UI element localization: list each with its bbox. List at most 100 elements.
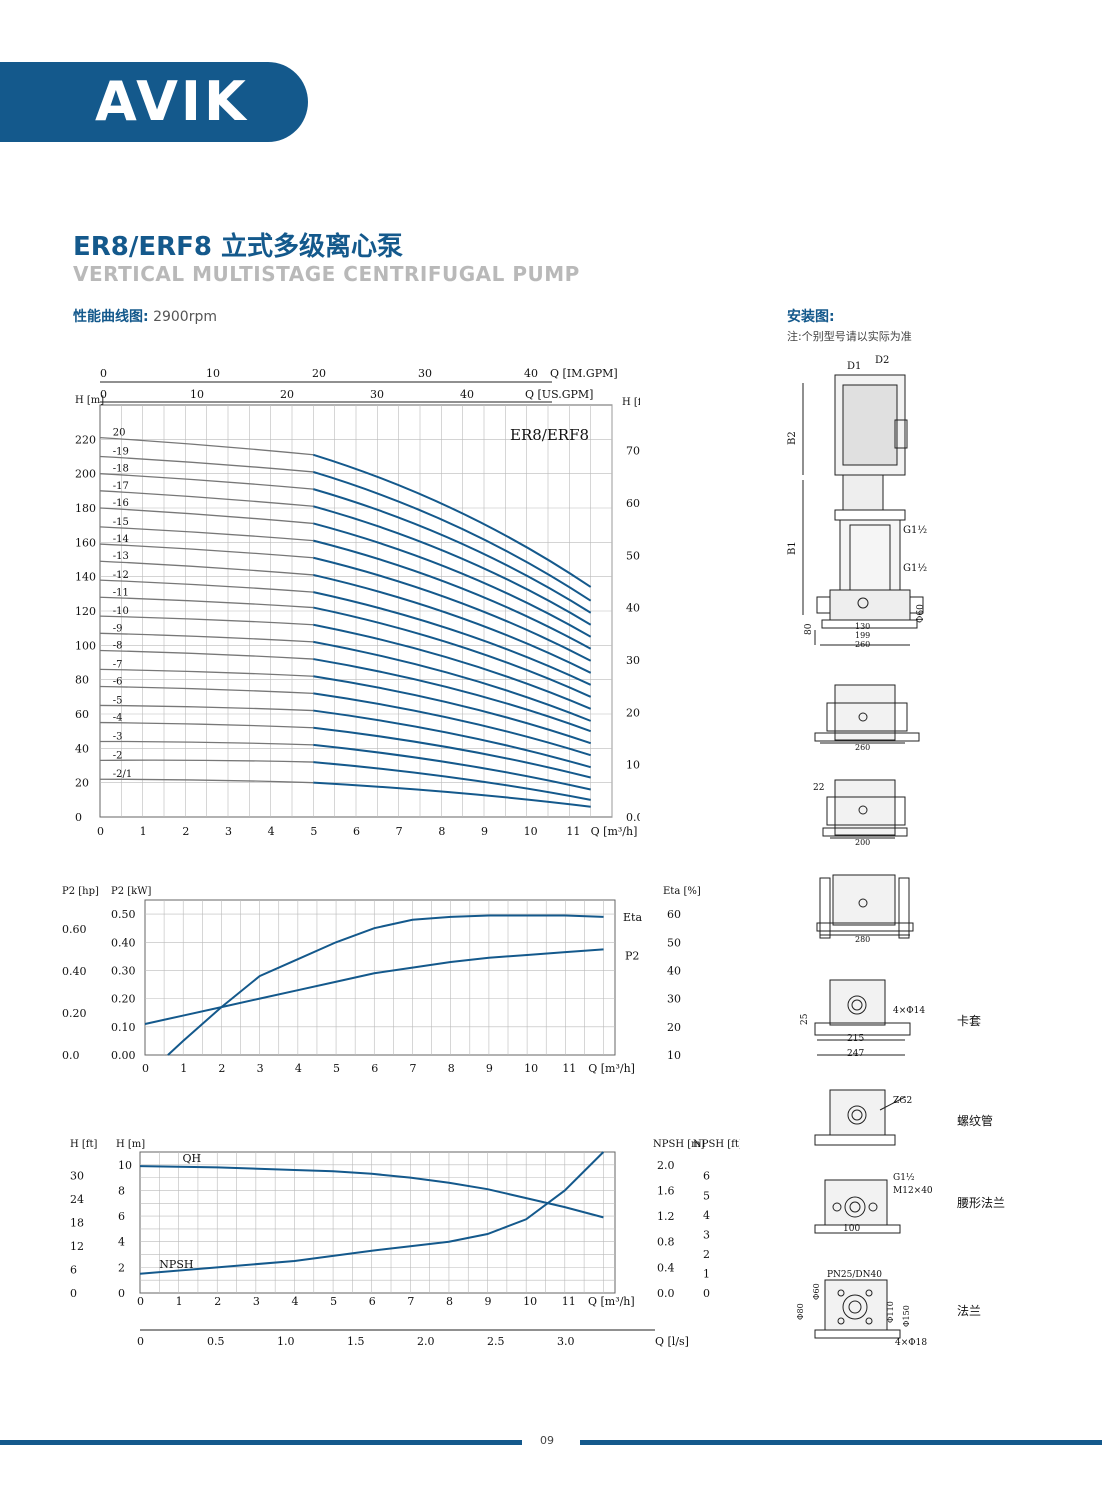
plot-frame [139,1151,616,1294]
x-tick: 7 [396,825,403,838]
curve-heading: 性能曲线图: 2900rpm [73,306,217,326]
head-curve-grey [99,507,314,525]
dim-h80: 80 [804,623,814,635]
npshft-tick: 5 [703,1189,710,1202]
stage-label: 20 [113,428,126,439]
x-tick: 10 [524,1062,538,1075]
head-curve-grey [99,704,314,712]
head-curve-blue [313,658,592,733]
x-tick: 5 [330,1295,337,1308]
x-tick: 8 [438,825,445,838]
kw-label: P2 [kW] [111,886,152,897]
x-tick: 0 [142,1062,149,1075]
kw-tick: 0.50 [111,908,136,921]
stage-label: -10 [113,606,129,617]
power-chart-plot: 0 1 2 3 4 5 6 7 8 9 10 11 Q [m³/h] 0.00 0.10 0.20 0.30 0.… [62,886,700,1075]
hm-tick: 2 [118,1261,125,1274]
install-title: 安装图: [787,309,835,325]
brand-banner: AVIK [0,62,308,142]
ls-tick: 3.0 [557,1335,575,1348]
y-tick: 140 [75,571,96,584]
page-title: ER8/ERF8 立式多级离心泵 [73,232,404,262]
x-tick: 5 [333,1062,340,1075]
stage-label: -9 [113,623,123,634]
npshft-tick: 1 [703,1267,710,1280]
page-subtitle: VERTICAL MULTISTAGE CENTRIFUGAL PUMP [73,262,580,286]
hft-tick: 24 [70,1193,84,1206]
x-label: Q [m³/h] [588,1062,635,1075]
qh-curve [139,1165,604,1219]
npshm-tick: 2.0 [657,1159,675,1172]
y2-label: H [ft] [622,397,640,408]
kw-tick: 0.40 [111,936,136,949]
head-curve-blue [313,591,592,686]
dim-zg2: ZG2 [893,1096,912,1106]
p2-series-label: P2 [625,949,639,962]
npshft-tick: 4 [703,1209,710,1222]
dim-d1: D1 [847,361,861,372]
hm-tick: 0 [118,1287,125,1300]
hft-tick: 6 [70,1264,77,1277]
head-curve-blue [313,453,592,588]
connection-label-1: 卡套 [957,1014,981,1028]
dim-w247: 247 [847,1049,864,1059]
dim-holes18: 4×Φ18 [895,1338,927,1348]
p2-curve [144,948,604,1025]
head-chart-plot: 0 1 2 3 4 5 6 7 8 9 10 11 Q [m³/h]020406080100120140… [75,367,640,838]
eta-tick: 30 [667,993,681,1006]
head-curve-blue [313,692,591,757]
y-tick: 120 [75,605,96,618]
hft-tick: 30 [70,1170,84,1183]
top-tick-2: 20 [280,388,294,401]
top-tick-1: 0 [100,367,107,380]
x-tick: 11 [566,825,580,838]
x-tick: 5 [310,825,317,838]
stage-label: -3 [113,731,123,742]
head-curve-grey [99,778,314,784]
hp-tick: 0.60 [62,923,87,936]
head-curve-blue [313,573,592,674]
plot-frame [144,899,616,1056]
head-curve-blue [313,761,591,801]
x-tick: 1 [180,1062,187,1075]
npsh-curve [139,1151,605,1275]
dim-g112: G1½ [893,1172,915,1183]
dim-g2: G1½ [903,563,927,574]
npshm-tick: 0.4 [657,1261,675,1274]
x-tick: 8 [446,1295,453,1308]
eta-series-label: Eta [623,911,642,924]
dim-phi60: Φ60 [916,604,926,623]
top-tick-2: 10 [190,388,204,401]
top-label-1: Q [IM.GPM] [550,367,618,380]
eta-tick: 60 [667,908,681,921]
npshft-tick: 2 [703,1248,710,1261]
install-note: 注:个别型号请以实际为准 [787,330,912,343]
ls-tick: 1.5 [347,1335,365,1348]
y2-tick: 600 [626,497,640,510]
dim-holes14: 4×Φ14 [893,1006,925,1016]
x-tick: 1 [176,1295,183,1308]
head-curve-grey [99,721,314,729]
top-label-2: Q [US.GPM] [525,388,593,401]
stage-label: -2/1 [113,769,132,780]
kw-tick: 0.10 [111,1021,136,1034]
head-curve-grey [99,526,314,542]
eta-tick: 20 [667,1021,681,1034]
npshm-tick: 0.0 [657,1287,675,1300]
hm-tick: 6 [118,1210,125,1223]
head-curve-blue [313,726,591,779]
dim-pn: PN25/DN40 [827,1270,882,1280]
head-curve-grey [99,560,314,576]
head-curve-grey [99,473,314,490]
y-tick: 80 [75,674,89,687]
hm-tick: 4 [118,1236,125,1249]
x-tick: 6 [371,1062,378,1075]
eta-tick: 50 [667,936,681,949]
chart-title: ER8/ERF8 [510,426,589,444]
y-tick: 200 [75,468,96,481]
stage-label: -6 [113,677,123,688]
top-tick-2: 0 [100,388,107,401]
x-label: Q [m³/h] [588,1295,635,1308]
ls-tick: 0.5 [207,1335,225,1348]
npshft-tick: 0 [703,1287,710,1300]
